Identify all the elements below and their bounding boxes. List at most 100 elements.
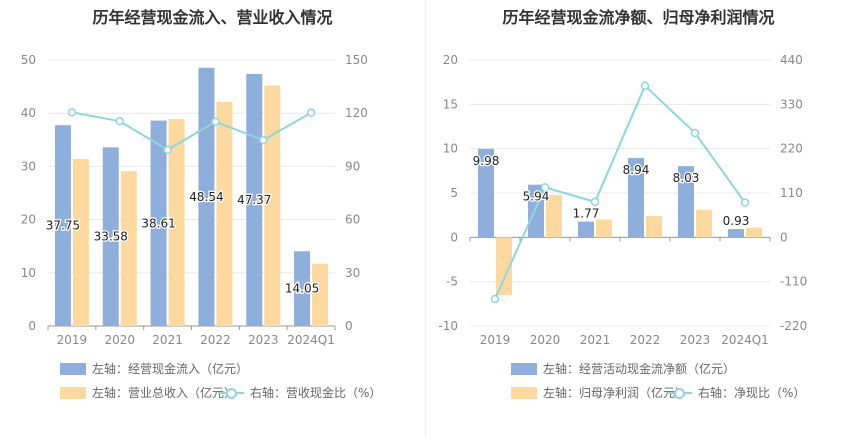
chart-right: 历年经营现金流净额、归母净利润情况 -10 -5 0 5 10 15 20 -220 -110 0… (425, 0, 850, 437)
bar-blue (294, 251, 311, 326)
legend-label: 左轴：经营活动现金流净额（亿元） (543, 362, 736, 376)
bar-blue (102, 147, 119, 326)
ratio-point (540, 183, 550, 192)
y-left-tick-label: 20 (443, 53, 458, 67)
bar-orange (546, 194, 562, 238)
data-label: 9.98 (473, 154, 500, 168)
ratio-point (67, 108, 77, 117)
y-left-tick-label: 15 (443, 97, 458, 111)
x-tick-label: 2021 (152, 333, 183, 347)
x-tick-label: 2023 (680, 333, 711, 347)
bar-orange (264, 85, 281, 326)
bar-blue (54, 125, 71, 326)
bar-orange (646, 216, 662, 238)
ratio-point (306, 108, 316, 117)
y-left-tick-label: -5 (446, 275, 458, 289)
legend-line-marker-icon (666, 387, 692, 399)
ratio-point (259, 135, 268, 145)
ratio-line (494, 84, 746, 300)
legend-item-inflow[interactable]: 左轴：经营现金流入（亿元） (60, 360, 248, 377)
legend-swatch (60, 362, 86, 375)
bar-blue (150, 120, 167, 326)
ratio-point (640, 81, 650, 91)
ratio-point (163, 145, 172, 155)
bar-blue (678, 166, 694, 238)
x-tick-label: 2022 (200, 333, 231, 347)
y-right-tick-label: 150 (345, 53, 368, 67)
legend-swatch (511, 362, 537, 375)
ratio-point (115, 116, 124, 126)
y-left-tick-label: 30 (21, 159, 36, 173)
x-tick-label: 2020 (104, 333, 135, 347)
data-label: 1.77 (573, 207, 600, 221)
x-tick-label: 2020 (530, 333, 561, 347)
y-right-tick-label: 220 (780, 142, 803, 156)
data-label: 37.75 (46, 219, 80, 233)
ratio-point (590, 197, 600, 207)
legend-item-net-cash-ratio[interactable]: 右轴：净现比（%） (666, 384, 805, 401)
legend-label: 右轴：营收现金比（%） (250, 386, 382, 400)
bar-blue (198, 67, 215, 326)
chart-title: 历年经营现金流净额、归母净利润情况 (502, 8, 775, 27)
x-tick-label: 2021 (580, 333, 611, 347)
data-label: 47.37 (237, 193, 271, 207)
bar-blue (246, 73, 263, 326)
bar-orange (496, 237, 512, 295)
y-right-tick-label: -220 (780, 319, 807, 333)
ratio-line (71, 111, 312, 152)
y-left-tick-label: 50 (21, 53, 36, 67)
data-label: 33.58 (94, 230, 128, 244)
legend-swatch (60, 386, 86, 399)
bar-orange (72, 158, 89, 326)
x-tick-label: 2022 (630, 333, 661, 347)
ratio-point (211, 117, 220, 126)
legend-label: 左轴：营业总收入（亿元） (92, 386, 237, 400)
chart-plot-right: -10 -5 0 5 10 15 20 -220 -110 0 110 220 330 440 2019 20… (438, 53, 807, 347)
y-right-tick-label: 60 (345, 213, 360, 227)
y-right-tick-label: 330 (780, 97, 803, 111)
bar-blue (478, 148, 494, 238)
x-tick-label: 2019 (57, 333, 88, 347)
bar-orange (696, 209, 712, 238)
x-tick-label: 2019 (480, 333, 511, 347)
y-left-tick-label: 40 (21, 106, 36, 120)
y-left-tick-label: 10 (21, 266, 36, 280)
legend-label: 右轴：净现比（%） (698, 386, 806, 400)
y-right-tick-label: 440 (780, 53, 803, 67)
ratio-point (740, 198, 750, 207)
data-label: 14.05 (285, 282, 319, 296)
chart-title: 历年经营现金流入、营业收入情况 (92, 8, 333, 27)
bar-orange (168, 119, 185, 326)
y-right-tick-label: -110 (780, 275, 807, 289)
legend-item-net-profit[interactable]: 左轴：归母净利润（亿元） (511, 384, 687, 401)
y-right-tick-label: 0 (345, 319, 353, 333)
legend-swatch (511, 386, 537, 399)
chart-left: 历年经营现金流入、营业收入情况 0 10 20 30 40 50 0 30 60 90 120 150… (21, 8, 382, 401)
data-label: 8.03 (673, 171, 700, 185)
legend-item-ratio[interactable]: 右轴：营收现金比（%） (218, 384, 381, 401)
legend-item-revenue[interactable]: 左轴：营业总收入（亿元） (60, 384, 236, 401)
bar-orange (596, 219, 612, 238)
y-right-tick-label: 0 (780, 230, 788, 244)
ratio-point (690, 128, 700, 138)
data-label: 0.93 (723, 214, 750, 228)
chart-plot-left: 0 10 20 30 40 50 0 30 60 90 120 150 2019 2020 2021 2022… (21, 53, 368, 347)
legend-label: 左轴：经营现金流入（亿元） (92, 362, 249, 376)
x-tick-label: 2024Q1 (287, 333, 335, 347)
data-label: 48.54 (189, 190, 223, 204)
y-right-tick-label: 90 (345, 159, 360, 173)
y-right-tick-label: 120 (345, 106, 368, 120)
data-label: 5.94 (523, 190, 550, 204)
legend-item-net-cashflow[interactable]: 左轴：经营活动现金流净额（亿元） (511, 360, 735, 377)
y-left-tick-label: -10 (438, 319, 458, 333)
y-right-tick-label: 110 (780, 186, 803, 200)
bar-orange (746, 227, 762, 238)
bar-blue (628, 158, 644, 238)
bar-orange (216, 102, 233, 326)
data-label: 8.94 (623, 163, 650, 177)
data-label: 38.61 (141, 216, 175, 230)
y-left-tick-label: 0 (450, 230, 458, 244)
x-tick-label: 2023 (248, 333, 279, 347)
bar-blue (728, 229, 744, 238)
y-left-tick-label: 20 (21, 213, 36, 227)
